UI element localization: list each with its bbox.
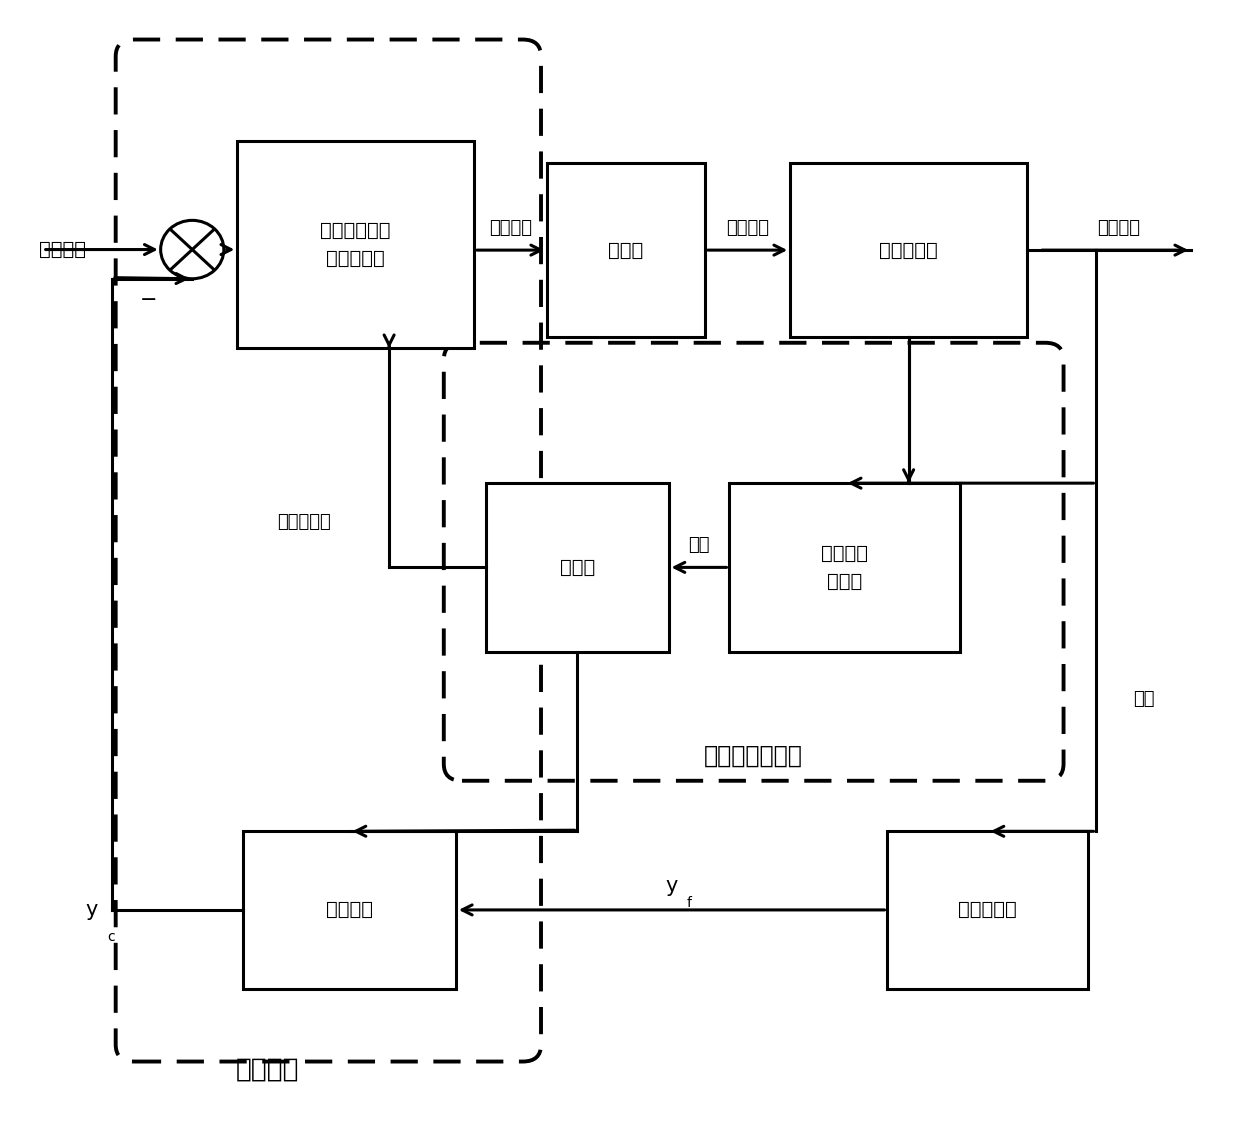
Text: 柔性航天器: 柔性航天器 <box>879 241 937 260</box>
Text: y: y <box>666 877 678 896</box>
Text: 容错控制: 容错控制 <box>236 1057 299 1083</box>
Bar <box>547 163 706 337</box>
Text: −: − <box>140 290 157 309</box>
Text: 故障估计值: 故障估计值 <box>278 513 331 532</box>
Bar <box>243 831 456 989</box>
Text: 故障补偿: 故障补偿 <box>326 901 373 919</box>
Text: 动态输出反馈
容错控制器: 动态输出反馈 容错控制器 <box>320 221 391 268</box>
Text: 未知输入
观测器: 未知输入 观测器 <box>821 544 868 591</box>
Bar <box>729 484 960 652</box>
Bar <box>486 484 668 652</box>
Text: 滤波器: 滤波器 <box>559 558 595 576</box>
Text: 控制力矩: 控制力矩 <box>727 219 769 236</box>
Text: f: f <box>686 896 691 910</box>
Text: 故障诊断与辨识: 故障诊断与辨识 <box>704 744 804 768</box>
Text: 残差: 残差 <box>688 536 709 554</box>
Text: 实际输出: 实际输出 <box>1096 219 1140 236</box>
Bar <box>790 163 1027 337</box>
Text: 力矩指令: 力矩指令 <box>489 219 532 236</box>
Text: 执行器: 执行器 <box>609 241 644 260</box>
Text: 期望姿态: 期望姿态 <box>40 240 86 259</box>
Text: 故障: 故障 <box>1133 690 1154 708</box>
Bar <box>237 141 474 348</box>
Bar <box>888 831 1087 989</box>
Text: y: y <box>86 900 98 920</box>
Text: c: c <box>107 931 115 944</box>
Text: 姿态传感器: 姿态传感器 <box>959 901 1017 919</box>
